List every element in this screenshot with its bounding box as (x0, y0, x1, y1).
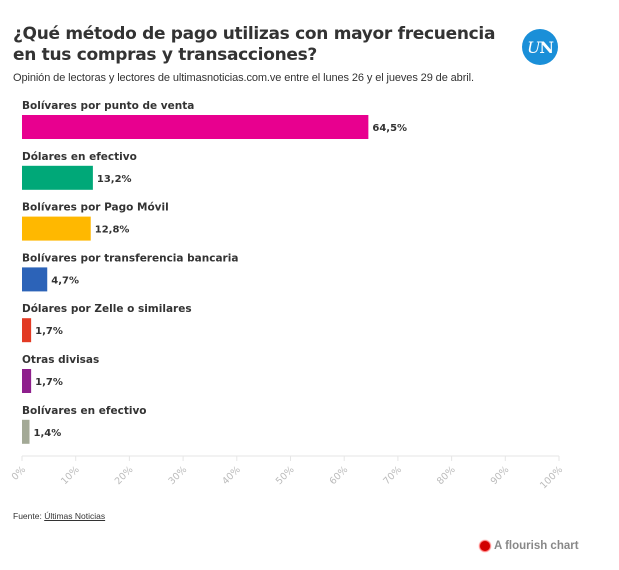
flourish-credit-text: A flourish chart (494, 540, 579, 552)
source-prefix: Fuente: (13, 511, 45, 521)
bar-value-label: 1,7% (35, 326, 63, 337)
x-tick-label: 70% (381, 464, 404, 487)
x-tick-label: 100% (538, 464, 565, 491)
chart-title: ¿Qué método de pago utilizas con mayor f… (13, 24, 496, 65)
chart-header: ¿Qué método de pago utilizas con mayor f… (13, 24, 513, 84)
bar[interactable] (22, 115, 369, 139)
bar-value-label: 4,7% (51, 275, 79, 286)
bar-value-label: 13,2% (97, 174, 132, 185)
x-tick-label: 20% (113, 464, 136, 487)
bar-category-label: Bolívares por transferencia bancaria (22, 252, 238, 264)
x-tick-label: 50% (274, 464, 297, 487)
bar-value-label: 1,4% (34, 428, 62, 439)
bar[interactable] (22, 165, 93, 190)
x-tick-label: 90% (489, 464, 512, 487)
flourish-logo-icon (480, 541, 490, 551)
bar[interactable] (22, 318, 32, 343)
bar-category-label: Otras divisas (22, 354, 99, 366)
flourish-credit[interactable]: A flourish chart (480, 540, 579, 552)
bar[interactable] (22, 419, 30, 444)
x-tick-label: 60% (328, 464, 351, 487)
x-tick-label: 30% (167, 464, 190, 487)
logo-letter-u: U (526, 37, 541, 57)
logo-letter-n: N (539, 37, 554, 57)
bar-category-label: Bolívares en efectivo (22, 405, 147, 417)
x-tick-label: 0% (10, 464, 28, 482)
bar-category-label: Dólares en efectivo (22, 151, 137, 163)
bar-value-label: 64,5% (372, 123, 407, 134)
x-tick-label: 10% (59, 464, 82, 487)
source-footer: Fuente: Últimas Noticias (13, 511, 105, 521)
bar-category-label: Bolívares por punto de venta (22, 100, 194, 112)
bar-category-label: Bolívares por Pago Móvil (22, 202, 169, 214)
bar[interactable] (22, 216, 91, 241)
bar[interactable] (22, 267, 48, 292)
chart-subtitle: Opinión de lectoras y lectores de ultima… (13, 72, 474, 84)
bar-value-label: 12,8% (95, 225, 130, 236)
bar-chart: Bolívares por punto de venta 64,5% Dólares… (10, 100, 565, 491)
x-tick-label: 40% (220, 464, 243, 487)
source-link[interactable]: Últimas Noticias (44, 511, 106, 521)
x-tick-label: 80% (435, 464, 458, 487)
bar[interactable] (22, 369, 32, 393)
bar-value-label: 1,7% (35, 377, 63, 388)
bar-category-label: Dólares por Zelle o similares (22, 303, 192, 315)
